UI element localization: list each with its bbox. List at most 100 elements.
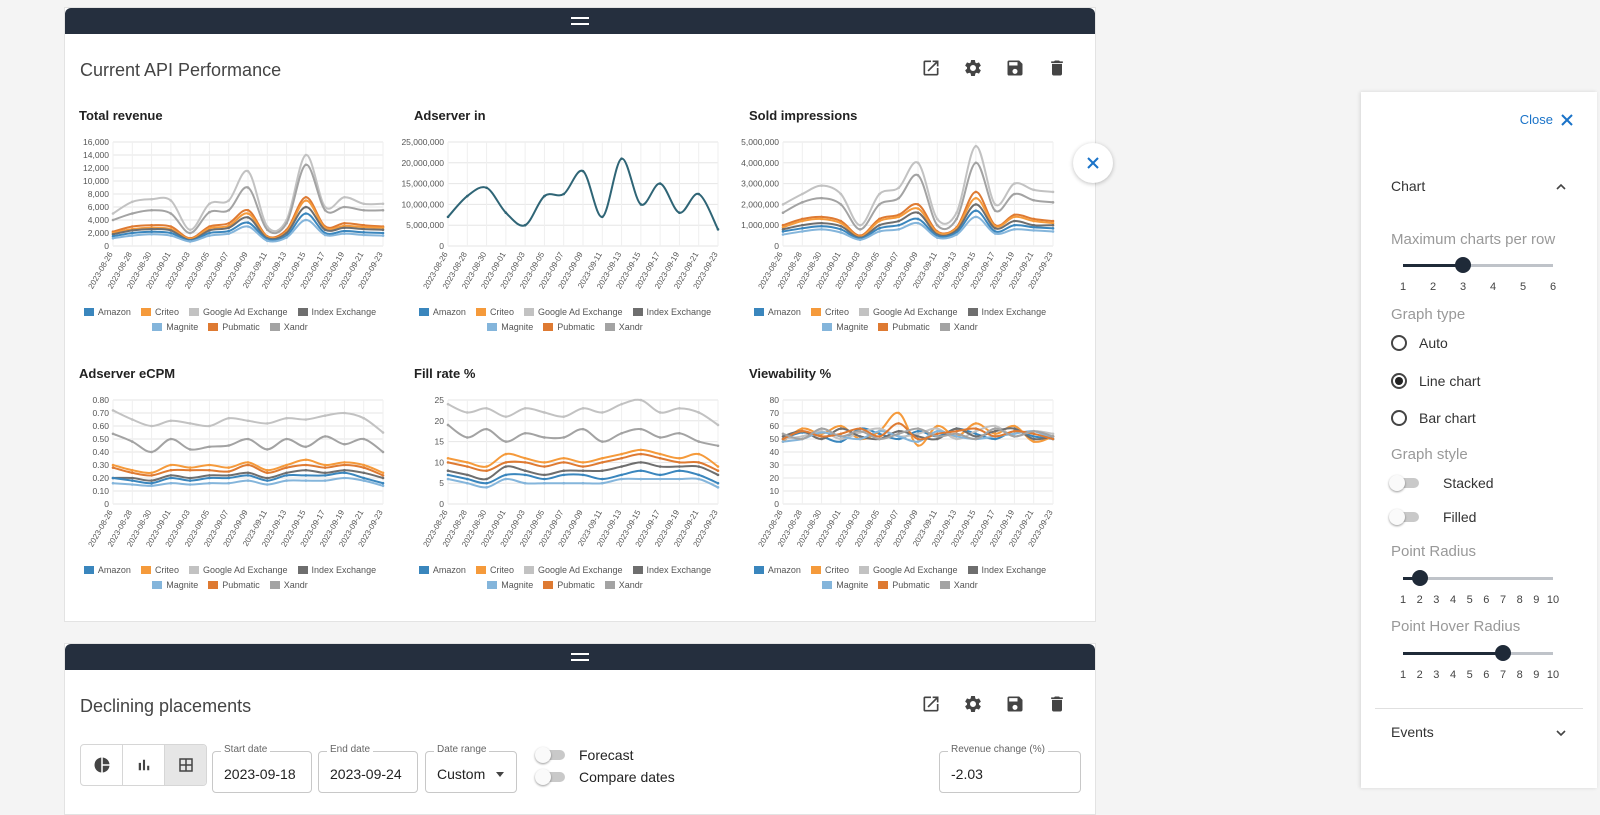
legend-item[interactable]: Index Exchange [967, 307, 1046, 317]
slider-thumb[interactable] [1411, 570, 1428, 586]
legend-item[interactable]: Magnite [822, 322, 868, 332]
end-date-field[interactable]: End date 2023-09-24 [318, 744, 418, 793]
legend-item[interactable]: Xandr [604, 322, 643, 332]
legend-item[interactable]: Index Exchange [297, 307, 376, 317]
radio-button[interactable] [1391, 335, 1407, 351]
legend-item[interactable]: Magnite [822, 580, 868, 590]
forecast-toggle[interactable] [535, 747, 567, 763]
legend-item[interactable]: Google Ad Exchange [188, 565, 288, 575]
legend-item[interactable]: Amazon [83, 307, 131, 317]
legend-item[interactable]: Xandr [604, 580, 643, 590]
delete-icon[interactable] [1047, 694, 1067, 714]
legend-item[interactable]: Criteo [140, 565, 179, 575]
graph-type-bar[interactable]: Bar chart [1391, 410, 1476, 426]
table-button[interactable] [165, 745, 206, 785]
slider-thumb[interactable] [1495, 645, 1511, 661]
legend-item[interactable]: Index Exchange [297, 565, 376, 575]
start-date-field[interactable]: Start date 2023-09-18 [212, 744, 312, 793]
open-external-icon[interactable] [921, 58, 941, 78]
legend-item[interactable]: Criteo [475, 307, 514, 317]
open-external-icon[interactable] [921, 694, 941, 714]
legend-item[interactable]: Xandr [269, 580, 308, 590]
graph-type-auto[interactable]: Auto [1391, 335, 1448, 351]
legend-item[interactable]: Pubmatic [208, 322, 260, 332]
compare-dates-toggle[interactable] [535, 769, 567, 785]
save-icon[interactable] [1005, 58, 1025, 78]
chart-legend: Amazon Criteo Google Ad Exchange Index Exch… [65, 307, 395, 337]
legend-item[interactable]: Pubmatic [208, 580, 260, 590]
graph-type-line[interactable]: Line chart [1391, 373, 1480, 389]
legend-item[interactable]: Magnite [487, 322, 533, 332]
point-radius-slider[interactable] [1403, 568, 1553, 588]
close-drawer-button[interactable]: Close [1520, 112, 1573, 127]
legend-item[interactable]: Xandr [939, 580, 978, 590]
drag-handle-icon[interactable] [571, 17, 589, 25]
legend-item[interactable]: Google Ad Exchange [523, 565, 623, 575]
y-tick-label: 80 [770, 395, 780, 405]
legend-item[interactable]: Amazon [418, 565, 466, 575]
data-point [800, 437, 804, 441]
legend-item[interactable]: Xandr [269, 322, 308, 332]
filled-toggle-row[interactable]: Filled [1389, 509, 1476, 525]
point-hover-radius-slider[interactable] [1403, 643, 1553, 663]
data-point [150, 471, 153, 475]
legend-item[interactable]: Criteo [475, 565, 514, 575]
slider-thumb[interactable] [1455, 257, 1471, 273]
data-point [485, 486, 488, 489]
close-charts-fab[interactable] [1073, 143, 1113, 183]
legend-item[interactable]: Criteo [810, 307, 849, 317]
legend-item[interactable]: Pubmatic [878, 580, 930, 590]
y-tick-label: 0.80 [92, 395, 109, 405]
legend-item[interactable]: Amazon [83, 565, 131, 575]
radio-button-selected[interactable] [1391, 373, 1407, 389]
y-tick-label: 0 [774, 499, 779, 509]
radio-button[interactable] [1391, 410, 1407, 426]
legend-item[interactable]: Amazon [753, 565, 801, 575]
save-icon[interactable] [1005, 694, 1025, 714]
legend-item[interactable]: Index Exchange [632, 307, 711, 317]
legend-item[interactable]: Amazon [753, 307, 801, 317]
delete-icon[interactable] [1047, 58, 1067, 78]
data-point [343, 461, 346, 464]
legend-item[interactable]: Pubmatic [543, 580, 595, 590]
legend-item[interactable]: Google Ad Exchange [188, 307, 288, 317]
legend-item[interactable]: Pubmatic [878, 322, 930, 332]
revenue-change-field[interactable]: Revenue change (%) -2.03 [939, 744, 1081, 793]
legend-item[interactable]: Criteo [810, 565, 849, 575]
legend-item[interactable]: Magnite [487, 580, 533, 590]
chart-section-header[interactable]: Chart [1361, 178, 1597, 198]
legend-item[interactable]: Google Ad Exchange [858, 565, 958, 575]
stacked-toggle[interactable] [1389, 475, 1421, 491]
legend-item[interactable]: Criteo [140, 307, 179, 317]
legend-item[interactable]: Xandr [939, 322, 978, 332]
data-point [343, 224, 346, 228]
drag-handle-icon[interactable] [571, 653, 589, 661]
compare-dates-toggle-row[interactable]: Compare dates [535, 769, 675, 785]
events-section-header[interactable]: Events [1361, 724, 1597, 744]
pie-chart-button[interactable] [81, 745, 123, 785]
legend-item[interactable]: Google Ad Exchange [858, 307, 958, 317]
bar-chart-button[interactable] [123, 745, 165, 785]
legend-item[interactable]: Index Exchange [967, 565, 1046, 575]
max-charts-slider[interactable] [1403, 255, 1553, 275]
date-range-select[interactable]: Date range Custom [425, 744, 517, 793]
legend-item[interactable]: Magnite [152, 322, 198, 332]
drag-handle-bar[interactable] [65, 8, 1095, 34]
settings-gear-icon[interactable] [963, 694, 983, 714]
legend-item[interactable]: Index Exchange [632, 565, 711, 575]
legend-item[interactable]: Google Ad Exchange [523, 307, 623, 317]
stacked-toggle-row[interactable]: Stacked [1389, 475, 1494, 491]
data-point [208, 445, 211, 449]
legend-item[interactable]: Pubmatic [543, 322, 595, 332]
y-tick-label: 10 [435, 457, 445, 467]
data-point [639, 203, 643, 206]
filled-toggle[interactable] [1389, 509, 1421, 525]
data-point [504, 461, 508, 464]
forecast-toggle-row[interactable]: Forecast [535, 747, 633, 763]
legend-item[interactable]: Magnite [152, 580, 198, 590]
drag-handle-bar[interactable] [65, 644, 1095, 670]
legend-label: Pubmatic [892, 580, 930, 590]
data-point [169, 199, 173, 202]
settings-gear-icon[interactable] [963, 58, 983, 78]
legend-item[interactable]: Amazon [418, 307, 466, 317]
